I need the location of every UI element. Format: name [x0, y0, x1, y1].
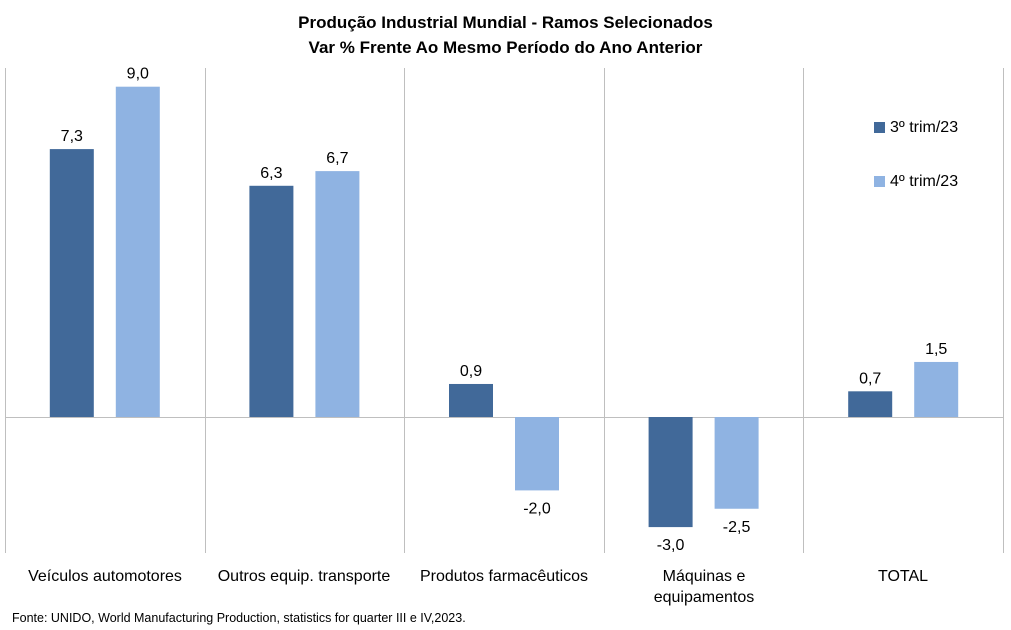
bar-3q23 [648, 417, 693, 528]
data-label: 6,3 [260, 165, 282, 182]
category-label-farmaceuticos: Produtos farmacêuticos [419, 568, 589, 585]
legend-item-3q23: 3º trim/23 [874, 119, 958, 137]
bar-4q23 [115, 86, 160, 417]
data-label: -3,0 [657, 537, 685, 554]
data-label: 0,7 [859, 370, 881, 387]
bar-4q23 [315, 171, 360, 417]
category-label-maquinas: Máquinas e equipamentos [604, 566, 804, 608]
legend-item-4q23: 4º trim/23 [874, 173, 958, 191]
bar-4q23 [914, 361, 959, 417]
legend-label-3q23: 3º trim/23 [890, 119, 959, 136]
chart-title-line2: Var % Frente Ao Mesmo Período do Ano Ant… [308, 38, 703, 57]
bar-3q23 [848, 391, 893, 417]
category-label-total: TOTAL [877, 568, 929, 585]
data-label: 9,0 [127, 66, 149, 83]
legend-swatch-4q23 [874, 176, 885, 187]
chart-title-line1: Produção Industrial Mundial - Ramos Sele… [298, 13, 713, 32]
bar-4q23 [515, 417, 559, 491]
legend-label-4q23: 4º trim/23 [890, 173, 959, 190]
category-label-outros: Outros equip. transporte [217, 568, 391, 585]
data-label: 0,9 [460, 363, 482, 380]
legend-swatch-3q23 [874, 122, 885, 133]
data-label: 7,3 [61, 128, 83, 145]
category-label-maquinas-line2: equipamentos [653, 589, 755, 606]
bar-3q23 [249, 185, 294, 417]
data-label: -2,0 [523, 500, 551, 517]
source-note: Fonte: UNIDO, World Manufacturing Produc… [12, 611, 466, 625]
data-label: 6,7 [326, 150, 348, 167]
bar-3q23 [49, 149, 94, 417]
bar-3q23 [449, 383, 493, 417]
data-label: -2,5 [723, 519, 751, 536]
data-label: 1,5 [925, 341, 947, 358]
category-label-veiculos: Veículos automotores [28, 568, 182, 585]
category-label-maquinas-line1: Máquinas e [662, 568, 746, 585]
bar-4q23 [714, 417, 759, 509]
